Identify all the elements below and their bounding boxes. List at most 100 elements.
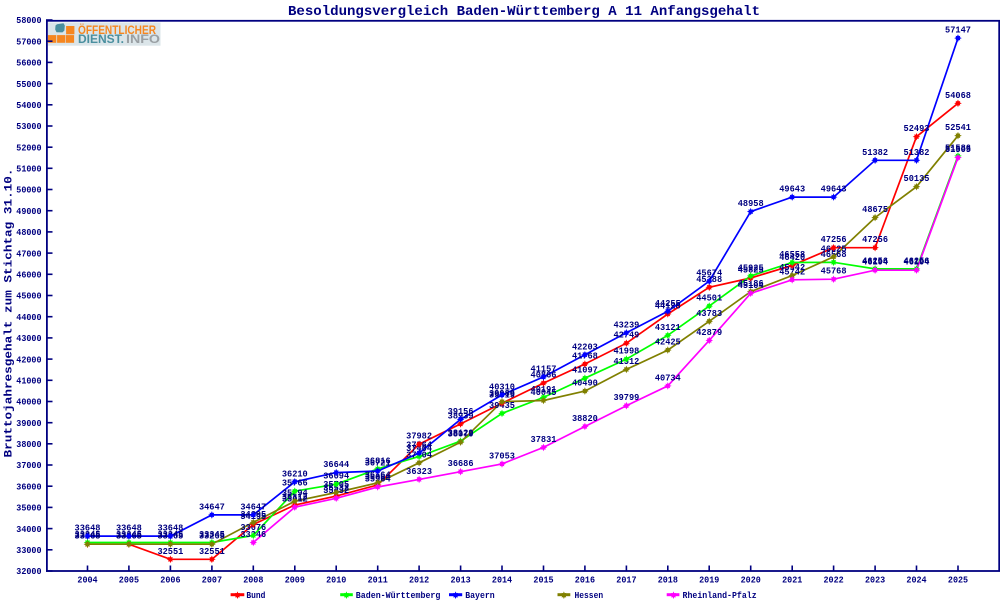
svg-text:42000: 42000 — [16, 355, 41, 365]
svg-text:38079: 38079 — [448, 430, 474, 440]
svg-text:49643: 49643 — [821, 185, 847, 195]
svg-text:48675: 48675 — [862, 205, 888, 215]
svg-text:2004: 2004 — [77, 576, 98, 586]
svg-text:2013: 2013 — [451, 576, 471, 586]
svg-text:51586: 51586 — [945, 143, 971, 153]
svg-text:33648: 33648 — [157, 524, 183, 534]
svg-text:51382: 51382 — [904, 148, 930, 158]
svg-text:32000: 32000 — [16, 567, 41, 577]
svg-text:Besoldungsvergleich Baden-Würt: Besoldungsvergleich Baden-Württemberg A … — [288, 4, 760, 20]
svg-text:46256: 46256 — [904, 256, 930, 266]
svg-text:46000: 46000 — [16, 271, 41, 281]
svg-text:40045: 40045 — [531, 388, 557, 398]
svg-text:44000: 44000 — [16, 313, 41, 323]
svg-text:33000: 33000 — [16, 546, 41, 556]
svg-text:35000: 35000 — [16, 504, 41, 514]
svg-text:2018: 2018 — [658, 576, 678, 586]
svg-text:58000: 58000 — [16, 16, 41, 26]
svg-text:2009: 2009 — [285, 576, 305, 586]
svg-text:32551: 32551 — [157, 547, 183, 557]
svg-text:50000: 50000 — [16, 186, 41, 196]
svg-text:36644: 36644 — [323, 460, 349, 470]
svg-text:45104: 45104 — [738, 281, 764, 291]
svg-text:2010: 2010 — [326, 576, 346, 586]
svg-text:52000: 52000 — [16, 143, 41, 153]
svg-text:46194: 46194 — [904, 258, 930, 268]
svg-text:DIENST.: DIENST. — [78, 34, 124, 46]
svg-text:37053: 37053 — [489, 451, 515, 461]
svg-text:41000: 41000 — [16, 377, 41, 387]
svg-text:2016: 2016 — [575, 576, 595, 586]
svg-text:39156: 39156 — [448, 407, 474, 417]
svg-text:33265: 33265 — [199, 532, 225, 542]
svg-text:38820: 38820 — [572, 414, 598, 424]
svg-text:2006: 2006 — [160, 576, 180, 586]
svg-text:38000: 38000 — [16, 440, 41, 450]
svg-text:36000: 36000 — [16, 482, 41, 492]
svg-text:37404: 37404 — [406, 444, 432, 454]
svg-text:55000: 55000 — [16, 80, 41, 90]
svg-text:36816: 36816 — [365, 456, 391, 466]
svg-text:40000: 40000 — [16, 398, 41, 408]
svg-text:39000: 39000 — [16, 419, 41, 429]
svg-text:51382: 51382 — [862, 148, 888, 158]
svg-text:54000: 54000 — [16, 101, 41, 111]
svg-text:2021: 2021 — [782, 576, 803, 586]
svg-text:2025: 2025 — [948, 576, 968, 586]
svg-text:36323: 36323 — [406, 467, 432, 477]
svg-text:41998: 41998 — [613, 347, 639, 357]
svg-text:2017: 2017 — [616, 576, 636, 586]
svg-text:41157: 41157 — [531, 364, 557, 374]
svg-text:44128: 44128 — [655, 302, 681, 312]
svg-text:33648: 33648 — [75, 524, 101, 534]
svg-text:52541: 52541 — [945, 123, 971, 133]
svg-text:44501: 44501 — [696, 294, 722, 304]
svg-text:42203: 42203 — [572, 342, 598, 352]
svg-text:2024: 2024 — [906, 576, 927, 586]
svg-text:36064: 36064 — [365, 472, 391, 482]
svg-text:43000: 43000 — [16, 334, 41, 344]
svg-text:53000: 53000 — [16, 122, 41, 132]
svg-text:34647: 34647 — [199, 502, 225, 512]
svg-text:40490: 40490 — [572, 379, 598, 389]
svg-text:41097: 41097 — [572, 366, 598, 376]
svg-text:43783: 43783 — [696, 309, 722, 319]
svg-text:46420: 46420 — [779, 253, 805, 263]
svg-text:45768: 45768 — [821, 267, 847, 277]
svg-text:47256: 47256 — [821, 235, 847, 245]
svg-text:33345: 33345 — [199, 530, 225, 540]
svg-text:46256: 46256 — [862, 256, 888, 266]
svg-text:44255: 44255 — [655, 299, 681, 309]
svg-text:33648: 33648 — [116, 524, 142, 534]
svg-text:43239: 43239 — [613, 320, 639, 330]
svg-text:56000: 56000 — [16, 59, 41, 69]
svg-text:40191: 40191 — [531, 385, 557, 395]
svg-text:49000: 49000 — [16, 207, 41, 217]
svg-text:52493: 52493 — [904, 124, 930, 134]
svg-text:39799: 39799 — [613, 393, 639, 403]
svg-text:42425: 42425 — [655, 338, 681, 348]
svg-text:2014: 2014 — [492, 576, 513, 586]
svg-text:36094: 36094 — [323, 472, 349, 482]
svg-text:36721: 36721 — [365, 459, 391, 469]
svg-text:57147: 57147 — [945, 26, 971, 36]
svg-text:51505: 51505 — [945, 145, 971, 155]
svg-text:36164: 36164 — [365, 470, 391, 480]
svg-text:50135: 50135 — [904, 174, 930, 184]
svg-text:37831: 37831 — [531, 435, 557, 445]
svg-text:Bruttojahresgehalt zum Stichta: Bruttojahresgehalt zum Stichtag 31.10. — [4, 169, 16, 458]
svg-text:36686: 36686 — [448, 459, 474, 469]
svg-text:2011: 2011 — [368, 576, 389, 586]
svg-text:54068: 54068 — [945, 91, 971, 101]
svg-text:51000: 51000 — [16, 165, 41, 175]
svg-text:46194: 46194 — [862, 258, 888, 268]
svg-text:42879: 42879 — [696, 328, 722, 338]
svg-text:45925: 45925 — [738, 263, 764, 273]
svg-text:48958: 48958 — [738, 199, 764, 209]
svg-text:47000: 47000 — [16, 249, 41, 259]
svg-text:36210: 36210 — [282, 469, 308, 479]
svg-text:34647: 34647 — [240, 502, 266, 512]
svg-text:43121: 43121 — [655, 323, 681, 333]
svg-text:45674: 45674 — [696, 269, 722, 279]
svg-text:ÖFFENTLICHER: ÖFFENTLICHER — [78, 24, 157, 37]
